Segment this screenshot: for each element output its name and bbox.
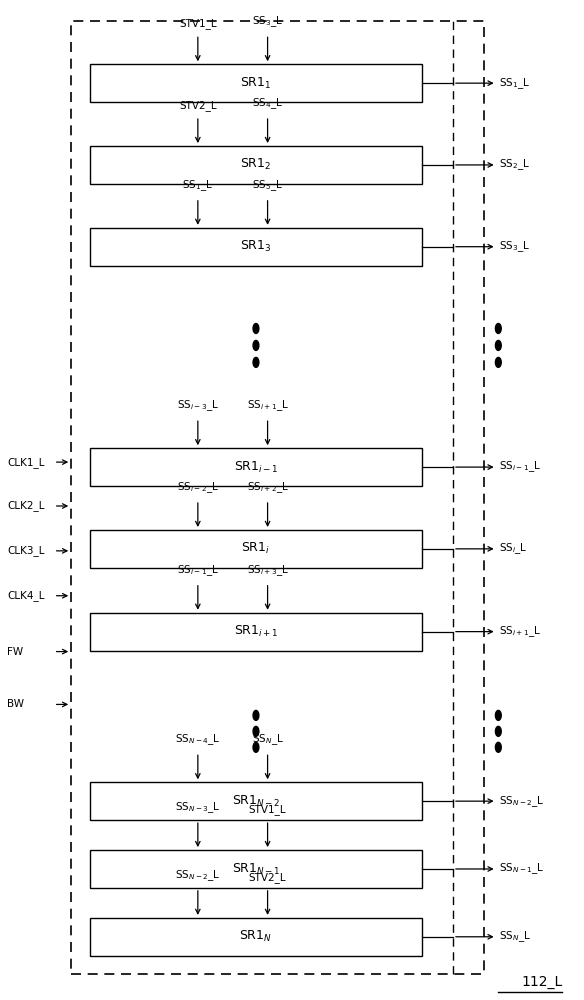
Text: SR1$_2$: SR1$_2$ bbox=[240, 157, 272, 172]
Text: SS$_{i-1}$_L: SS$_{i-1}$_L bbox=[499, 460, 541, 474]
Circle shape bbox=[253, 340, 259, 350]
Bar bbox=[91, 64, 422, 102]
Text: SS$_{N-4}$_L: SS$_{N-4}$_L bbox=[175, 732, 221, 747]
Circle shape bbox=[495, 323, 501, 333]
Bar bbox=[91, 918, 422, 956]
Text: CLK1_L: CLK1_L bbox=[7, 457, 45, 468]
Text: SS$_{i-1}$_L: SS$_{i-1}$_L bbox=[177, 563, 219, 578]
Text: SS$_2$_L: SS$_2$_L bbox=[499, 158, 530, 172]
Text: SS$_1$_L: SS$_1$_L bbox=[499, 76, 530, 91]
Text: SS$_{i+1}$_L: SS$_{i+1}$_L bbox=[499, 624, 541, 639]
Text: SS$_{i+2}$_L: SS$_{i+2}$_L bbox=[246, 480, 288, 495]
Bar bbox=[91, 530, 422, 568]
Text: SR1$_3$: SR1$_3$ bbox=[240, 239, 272, 254]
Circle shape bbox=[253, 357, 259, 367]
Text: SS$_{i+3}$_L: SS$_{i+3}$_L bbox=[246, 563, 288, 578]
Circle shape bbox=[495, 726, 501, 736]
Circle shape bbox=[495, 340, 501, 350]
Text: SS$_5$_L: SS$_5$_L bbox=[252, 178, 283, 193]
Text: SS$_N$_L: SS$_N$_L bbox=[499, 929, 531, 944]
Text: 112_L: 112_L bbox=[521, 975, 562, 989]
Text: SS$_{i+1}$_L: SS$_{i+1}$_L bbox=[246, 398, 288, 413]
Circle shape bbox=[495, 357, 501, 367]
Text: SR1$_N$: SR1$_N$ bbox=[239, 929, 273, 944]
Text: SS$_i$_L: SS$_i$_L bbox=[499, 541, 528, 556]
Bar bbox=[91, 782, 422, 820]
Circle shape bbox=[495, 742, 501, 752]
Text: FW: FW bbox=[7, 647, 23, 657]
Text: SR1$_{N-1}$: SR1$_{N-1}$ bbox=[232, 861, 280, 877]
Text: STV1_L: STV1_L bbox=[179, 18, 217, 29]
Text: SS$_{i-3}$_L: SS$_{i-3}$_L bbox=[177, 398, 219, 413]
Text: SS$_1$_L: SS$_1$_L bbox=[182, 178, 213, 193]
Text: CLK3_L: CLK3_L bbox=[7, 545, 45, 556]
Circle shape bbox=[253, 710, 259, 720]
Circle shape bbox=[253, 742, 259, 752]
Text: CLK2_L: CLK2_L bbox=[7, 501, 45, 511]
Text: SS$_{N-2}$_L: SS$_{N-2}$_L bbox=[499, 794, 545, 809]
Text: STV2_L: STV2_L bbox=[249, 872, 286, 883]
Text: SR1$_{N-2}$: SR1$_{N-2}$ bbox=[232, 794, 280, 809]
Text: BW: BW bbox=[7, 699, 24, 709]
Text: SS$_3$_L: SS$_3$_L bbox=[499, 239, 530, 254]
Bar bbox=[91, 448, 422, 486]
Bar bbox=[91, 613, 422, 651]
Text: SR1$_i$: SR1$_i$ bbox=[241, 541, 270, 556]
Bar bbox=[91, 850, 422, 888]
Text: SS$_N$_L: SS$_N$_L bbox=[252, 732, 283, 747]
Text: CLK4_L: CLK4_L bbox=[7, 590, 45, 601]
Text: STV2_L: STV2_L bbox=[179, 100, 217, 111]
Bar bbox=[91, 228, 422, 266]
Bar bbox=[91, 146, 422, 184]
Text: STV1_L: STV1_L bbox=[249, 804, 286, 815]
Circle shape bbox=[253, 726, 259, 736]
Text: SS$_{i-2}$_L: SS$_{i-2}$_L bbox=[177, 480, 219, 495]
Text: SR1$_1$: SR1$_1$ bbox=[240, 76, 272, 91]
Bar bbox=[71, 21, 484, 974]
Text: SS$_{N-1}$_L: SS$_{N-1}$_L bbox=[499, 862, 545, 876]
Circle shape bbox=[495, 710, 501, 720]
Circle shape bbox=[253, 323, 259, 333]
Text: SS$_{N-3}$_L: SS$_{N-3}$_L bbox=[175, 800, 221, 815]
Text: SS$_4$_L: SS$_4$_L bbox=[252, 96, 283, 111]
Text: SS$_{N-2}$_L: SS$_{N-2}$_L bbox=[175, 868, 221, 883]
Text: SS$_3$_L: SS$_3$_L bbox=[252, 14, 283, 29]
Text: SR1$_{i+1}$: SR1$_{i+1}$ bbox=[234, 624, 278, 639]
Text: SR1$_{i-1}$: SR1$_{i-1}$ bbox=[234, 460, 278, 475]
